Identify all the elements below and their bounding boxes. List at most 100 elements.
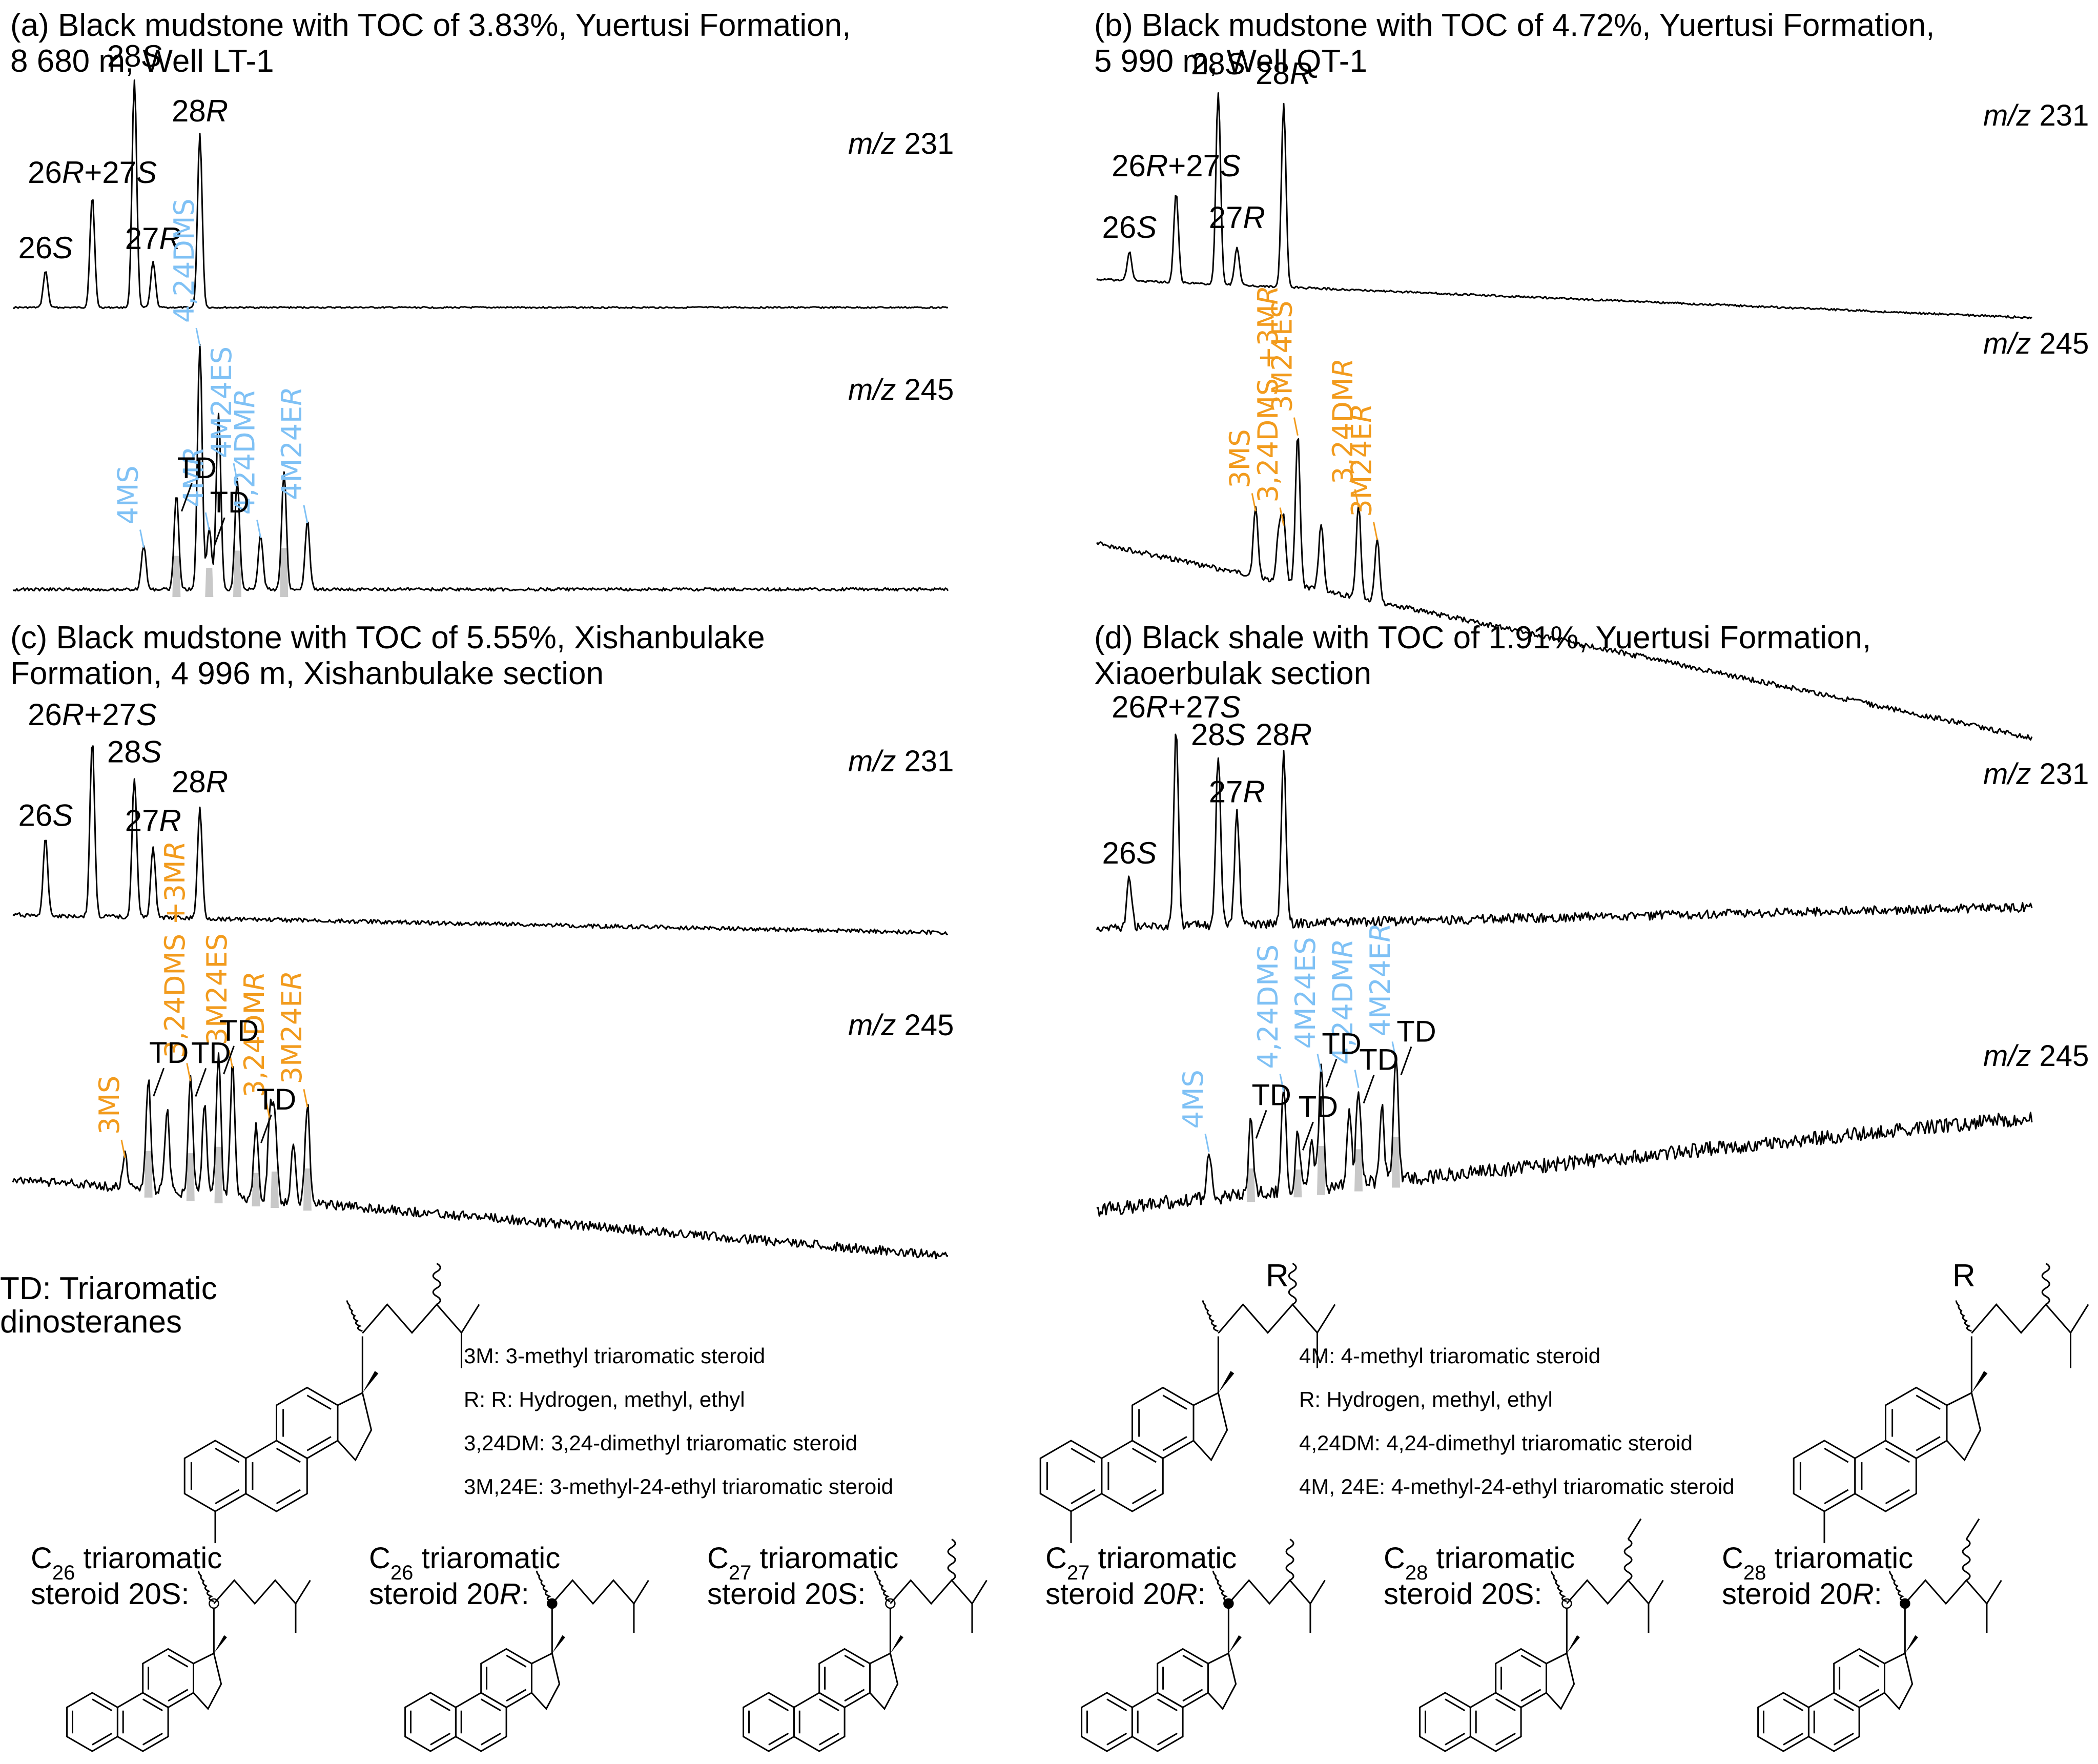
mz-label: m/z 245: [848, 373, 954, 406]
label-leader-line: [1373, 522, 1378, 540]
peak-label: 28S: [107, 39, 162, 73]
aromatic-ring: [1101, 1440, 1164, 1512]
td-shaded-peak: [144, 1151, 153, 1198]
side-chain: [551, 1579, 649, 1605]
td-legend-line1: TD: Triaromatic: [0, 1271, 217, 1306]
td-legend-line2: dinosteranes: [0, 1304, 182, 1340]
panel-title-line2: Xiaoerbulak section: [1094, 656, 1371, 691]
compound-label: 3,24DMS +3MR: [1252, 285, 1284, 503]
aromatic-ring: [1807, 1692, 1860, 1752]
td-shaded-peak: [1392, 1137, 1400, 1188]
label-leader-line: [1354, 1070, 1360, 1088]
wavy-branch: [2041, 1263, 2050, 1305]
legend-item-4M: R: Hydrogen, methyl, ethyl: [1299, 1387, 1553, 1411]
mz-label: m/z 231: [1983, 99, 2089, 132]
aromatic-ring: [1885, 1386, 1948, 1460]
wavy-bond: [1888, 1570, 1905, 1603]
side-chain: [890, 1579, 988, 1605]
compound-label: 4M24ER: [1364, 923, 1396, 1036]
compound-label: 3M24ES: [1266, 301, 1298, 413]
chromatogram-line-mz231: [1096, 733, 2033, 932]
aromatic-ring: [404, 1692, 457, 1752]
wavy-branch: [1285, 1539, 1294, 1581]
peak-label: 27R: [125, 221, 181, 256]
wavy-bond: [1955, 1300, 1972, 1332]
structure-label-line1: C28 triaromatic: [1384, 1542, 1575, 1584]
aromatic-ring: [1039, 1440, 1103, 1512]
structure-label-line2: steroid 20S:: [707, 1577, 866, 1611]
compound-label: 3,24DMR: [1327, 358, 1359, 484]
aromatic-ring: [1157, 1648, 1209, 1709]
chromatogram-line-mz245: [12, 1052, 949, 1260]
td-label: TD: [177, 452, 217, 485]
compound-label: 4M24ES: [205, 346, 238, 458]
label-leader-line: [1391, 1041, 1397, 1060]
structure-label-line1: C26 triaromatic: [369, 1542, 560, 1584]
panel-a: (a) Black mudstone with TOC of 3.83%, Yu…: [10, 8, 954, 597]
aromatic-ring: [818, 1648, 871, 1709]
structure-label-line2: steroid 20R:: [1722, 1577, 1882, 1611]
wedge-bond: [214, 1635, 228, 1654]
structure-generic: [1793, 1263, 2089, 1544]
structure-label-line2: steroid 20R:: [369, 1577, 529, 1611]
peak-label: 28S: [1191, 47, 1246, 81]
cyclopentane-ring: [1946, 1391, 1982, 1462]
panel-title-line2: Formation, 4 996 m, Xishanbulake section: [10, 656, 604, 691]
cyclopentane-ring: [1207, 1652, 1237, 1710]
label-leader-line: [139, 529, 145, 548]
wedge-bond: [1905, 1635, 1919, 1654]
td-label: TD: [210, 486, 250, 519]
wavy-branch: [947, 1539, 956, 1581]
compound-label: 3M24ES: [201, 933, 233, 1045]
structure-label-line1: C28 triaromatic: [1722, 1542, 1913, 1584]
td-shaded-peak: [186, 1153, 195, 1201]
side-chain: [1228, 1579, 1326, 1605]
td-label: TD: [1299, 1090, 1338, 1123]
wavy-bond: [197, 1570, 214, 1603]
label-leader-line: [256, 520, 262, 538]
peak-label: 28R: [172, 765, 228, 799]
legend-item-4M: 4M, 24E: 4-methyl-24-ethyl triaromatic s…: [1299, 1474, 1735, 1499]
mz-label: m/z 245: [1983, 327, 2089, 360]
peak-label: 26S: [18, 798, 73, 833]
td-shaded-peak: [1247, 1168, 1256, 1202]
label-leader-line: [233, 463, 238, 482]
peak-label: 28R: [172, 94, 228, 128]
td-leader-line: [1363, 1075, 1375, 1104]
peak-label: 26S: [18, 231, 73, 265]
panel-c: (c) Black mudstone with TOC of 5.55%, Xi…: [10, 620, 954, 1260]
wedge-bond: [1567, 1635, 1580, 1654]
cyclopentane-ring: [1884, 1652, 1914, 1710]
cyclopentane-ring: [531, 1652, 561, 1710]
td-shaded-peak: [303, 1168, 312, 1211]
peak-label: 28S: [1191, 717, 1246, 752]
label-leader-line: [186, 1063, 192, 1081]
peak-label: 27R: [1209, 775, 1265, 809]
peak-label: 26R+27S: [28, 698, 157, 732]
td-leader-line: [153, 1068, 165, 1097]
cyclopentane-ring: [193, 1652, 222, 1710]
panel-title-line2: 5 990 m, Well QT-1: [1094, 44, 1367, 79]
label-leader-line: [1204, 1134, 1210, 1152]
aromatic-ring: [1132, 1386, 1195, 1460]
peak-label: 26S: [1102, 836, 1157, 870]
compound-label: 3,24DMS +3MR: [159, 841, 191, 1058]
legend-item-3M: R: R: Hydrogen, methyl, ethyl: [464, 1387, 745, 1411]
compound-label: 4,24DMS: [1252, 945, 1284, 1069]
legend-item-3M: 3M,24E: 3-methyl-24-ethyl triaromatic st…: [464, 1474, 893, 1499]
aromatic-ring: [66, 1692, 118, 1752]
aromatic-ring: [1495, 1648, 1547, 1709]
peak-label: 28S: [107, 734, 162, 769]
side-chain: [1904, 1579, 2002, 1605]
td-label: TD: [1396, 1015, 1436, 1048]
aromatic-ring: [455, 1692, 507, 1752]
td-label: TD: [257, 1083, 296, 1116]
compound-label: 3MS: [93, 1076, 126, 1135]
cyclopentane-ring: [869, 1652, 899, 1710]
label-leader-line: [1279, 1074, 1285, 1092]
